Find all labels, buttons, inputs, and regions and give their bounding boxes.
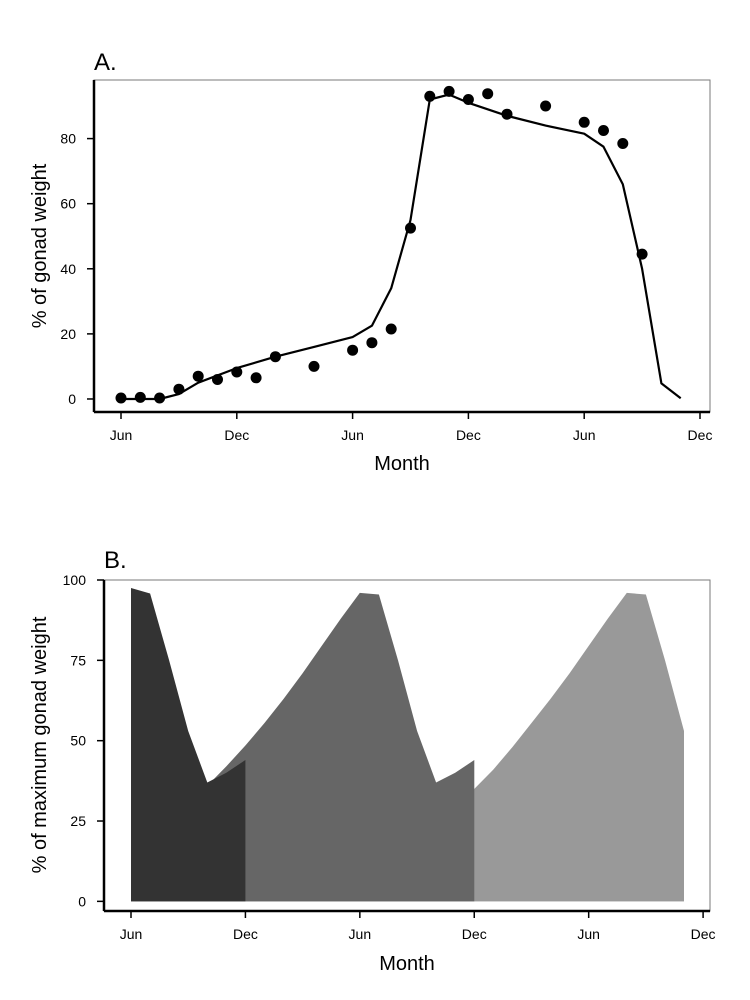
data-point (482, 88, 494, 100)
panel-a: A. Jun Dec Jun Dec Jun Dec 0 20 40 60 80 Month % … (29, 49, 712, 475)
x-tick-label: Jun (120, 926, 143, 942)
y-tick-label: 25 (70, 813, 86, 829)
cohort-area-3 (131, 592, 684, 902)
x-tick-label: Dec (224, 427, 249, 443)
y-tick-label: 0 (68, 391, 76, 407)
panel-a-x-axis-title: Month (374, 453, 430, 475)
y-tick-label: 50 (70, 733, 86, 749)
x-tick-label: Jun (110, 427, 133, 443)
data-point (598, 125, 609, 136)
data-point (308, 360, 320, 372)
data-point (366, 337, 378, 349)
data-point (617, 138, 629, 149)
data-point (173, 383, 185, 395)
panel-b-y-axis-title: % of maximum gonad weight (29, 616, 51, 873)
data-point (405, 222, 416, 234)
data-point (115, 392, 127, 404)
data-point (212, 374, 223, 385)
panel-a-y-axis-title: % of gonad weight (29, 163, 51, 328)
panel-b-label: B. (104, 547, 127, 574)
y-tick-label: 60 (60, 196, 76, 212)
data-point (269, 351, 281, 363)
panel-a-plot-frame (93, 79, 711, 413)
data-point (385, 323, 397, 335)
x-tick-label: Dec (462, 926, 487, 942)
panel-b-x-axis-title: Month (379, 953, 435, 975)
data-point (462, 94, 474, 105)
data-point (578, 116, 590, 128)
x-tick-label: Jun (341, 427, 364, 443)
x-tick-label: Jun (349, 926, 372, 942)
y-tick-label: 0 (78, 893, 86, 909)
data-point (231, 366, 243, 378)
x-tick-label: Dec (456, 427, 481, 443)
data-point (424, 90, 436, 102)
x-tick-label: Dec (688, 427, 713, 443)
data-point (134, 391, 146, 403)
x-tick-label: Jun (573, 427, 596, 443)
x-tick-label: Dec (691, 926, 716, 942)
data-point (250, 372, 262, 384)
y-tick-label: 80 (60, 131, 76, 147)
x-tick-label: Jun (577, 926, 600, 942)
y-tick-label: 100 (63, 572, 87, 588)
data-point (192, 370, 204, 382)
fitted-line (121, 93, 682, 401)
panel-b: B. Jun Dec Jun Dec Jun Dec 0 25 50 75 100 Month %… (29, 547, 716, 975)
panel-a-label: A. (94, 49, 117, 76)
data-point (636, 248, 648, 260)
data-point (501, 108, 513, 120)
data-point (443, 85, 455, 97)
data-point (154, 392, 166, 404)
y-tick-label: 75 (70, 652, 86, 668)
data-point (347, 344, 359, 356)
x-tick-label: Dec (233, 926, 258, 942)
y-tick-label: 40 (60, 261, 76, 277)
y-tick-label: 20 (60, 326, 76, 342)
cohort-area-1 (131, 588, 246, 902)
data-point (540, 100, 552, 112)
